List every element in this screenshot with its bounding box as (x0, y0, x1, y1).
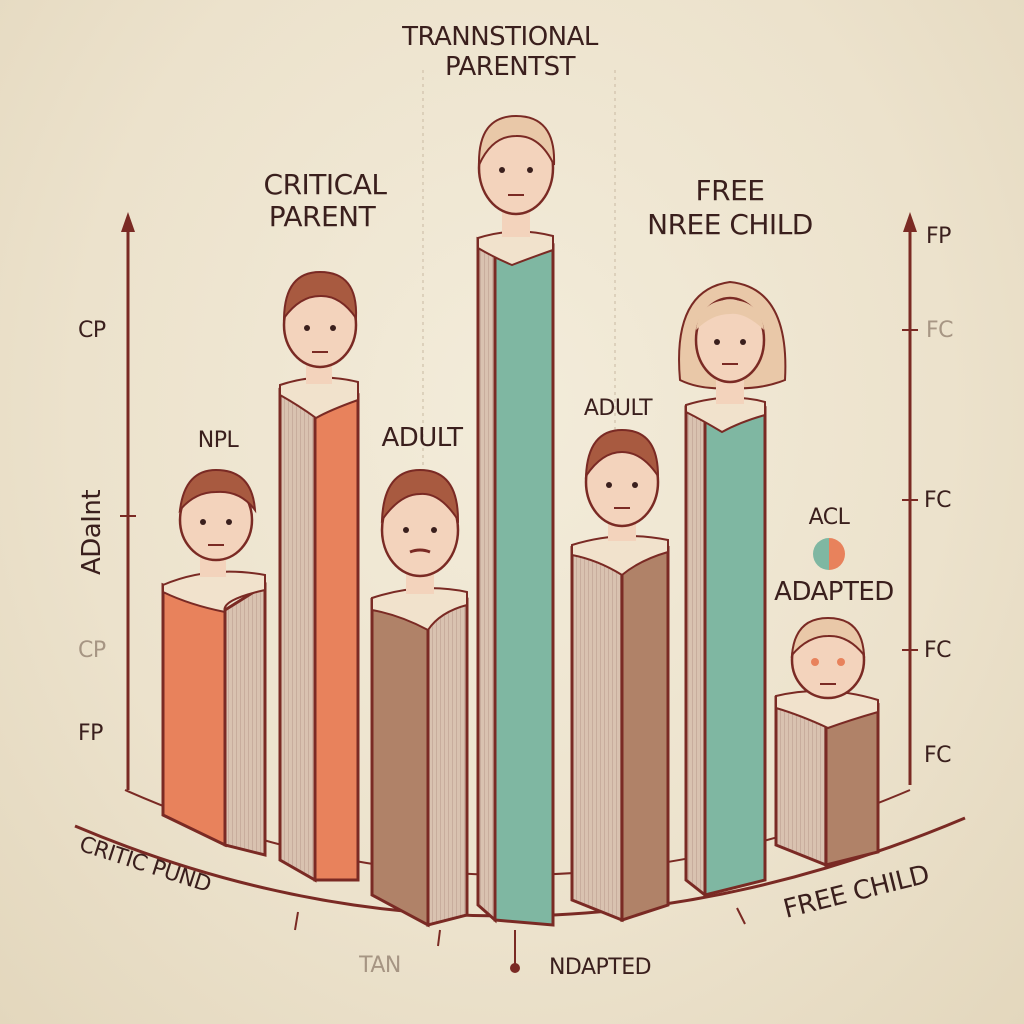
transitional-parent-figure (476, 114, 556, 927)
free-child-figure (678, 280, 787, 899)
acl-label: ACL (809, 505, 851, 530)
title-line2: PARENTST (445, 52, 576, 82)
title-line1: TRANNSTIONAL (401, 22, 599, 52)
npl-figure (161, 468, 267, 857)
left-axis (120, 212, 136, 790)
left-axis-label-3: FP (78, 721, 103, 746)
bottom-right-label: FREE CHILD (780, 860, 932, 925)
critical-label-line1: CRITICAL (264, 168, 388, 201)
left-vertical-label: ADaInt (77, 490, 107, 575)
adapted-label: ADAPTED (774, 577, 894, 607)
bottom-left-label: CRITIC PUND (76, 832, 214, 898)
right-axis-label-4: FC (924, 638, 951, 663)
acl-indicator-dot (813, 538, 845, 570)
left-axis-label-2: CP (78, 638, 106, 663)
right-axis-label-5: FC (924, 743, 951, 768)
right-axis-label-2: FC (926, 318, 953, 343)
free-label-line1: FREE (696, 174, 765, 207)
bottom-ticks (294, 907, 746, 947)
free-label-line2: NREE CHILD (647, 208, 813, 241)
bottom-center-label: NDAPTED (549, 955, 651, 980)
npl-label: NPL (198, 428, 240, 453)
adult-right-figure (570, 428, 670, 923)
right-axis (902, 212, 918, 785)
critical-label-line2: PARENT (269, 200, 377, 233)
guide-lines (422, 70, 616, 480)
adult-right-label: ADULT (584, 396, 653, 421)
critical-parent-figure (278, 270, 360, 883)
adult-figure (370, 468, 469, 928)
adult-center-label: ADULT (381, 423, 463, 453)
right-axis-label-1: FP (926, 224, 951, 249)
right-axis-label-3: FC (924, 488, 951, 513)
bottom-faint-label: TAN (358, 953, 401, 978)
adapted-child-figure (774, 616, 880, 868)
bottom-center-marker (510, 930, 520, 973)
left-axis-label-1: CP (78, 318, 106, 343)
